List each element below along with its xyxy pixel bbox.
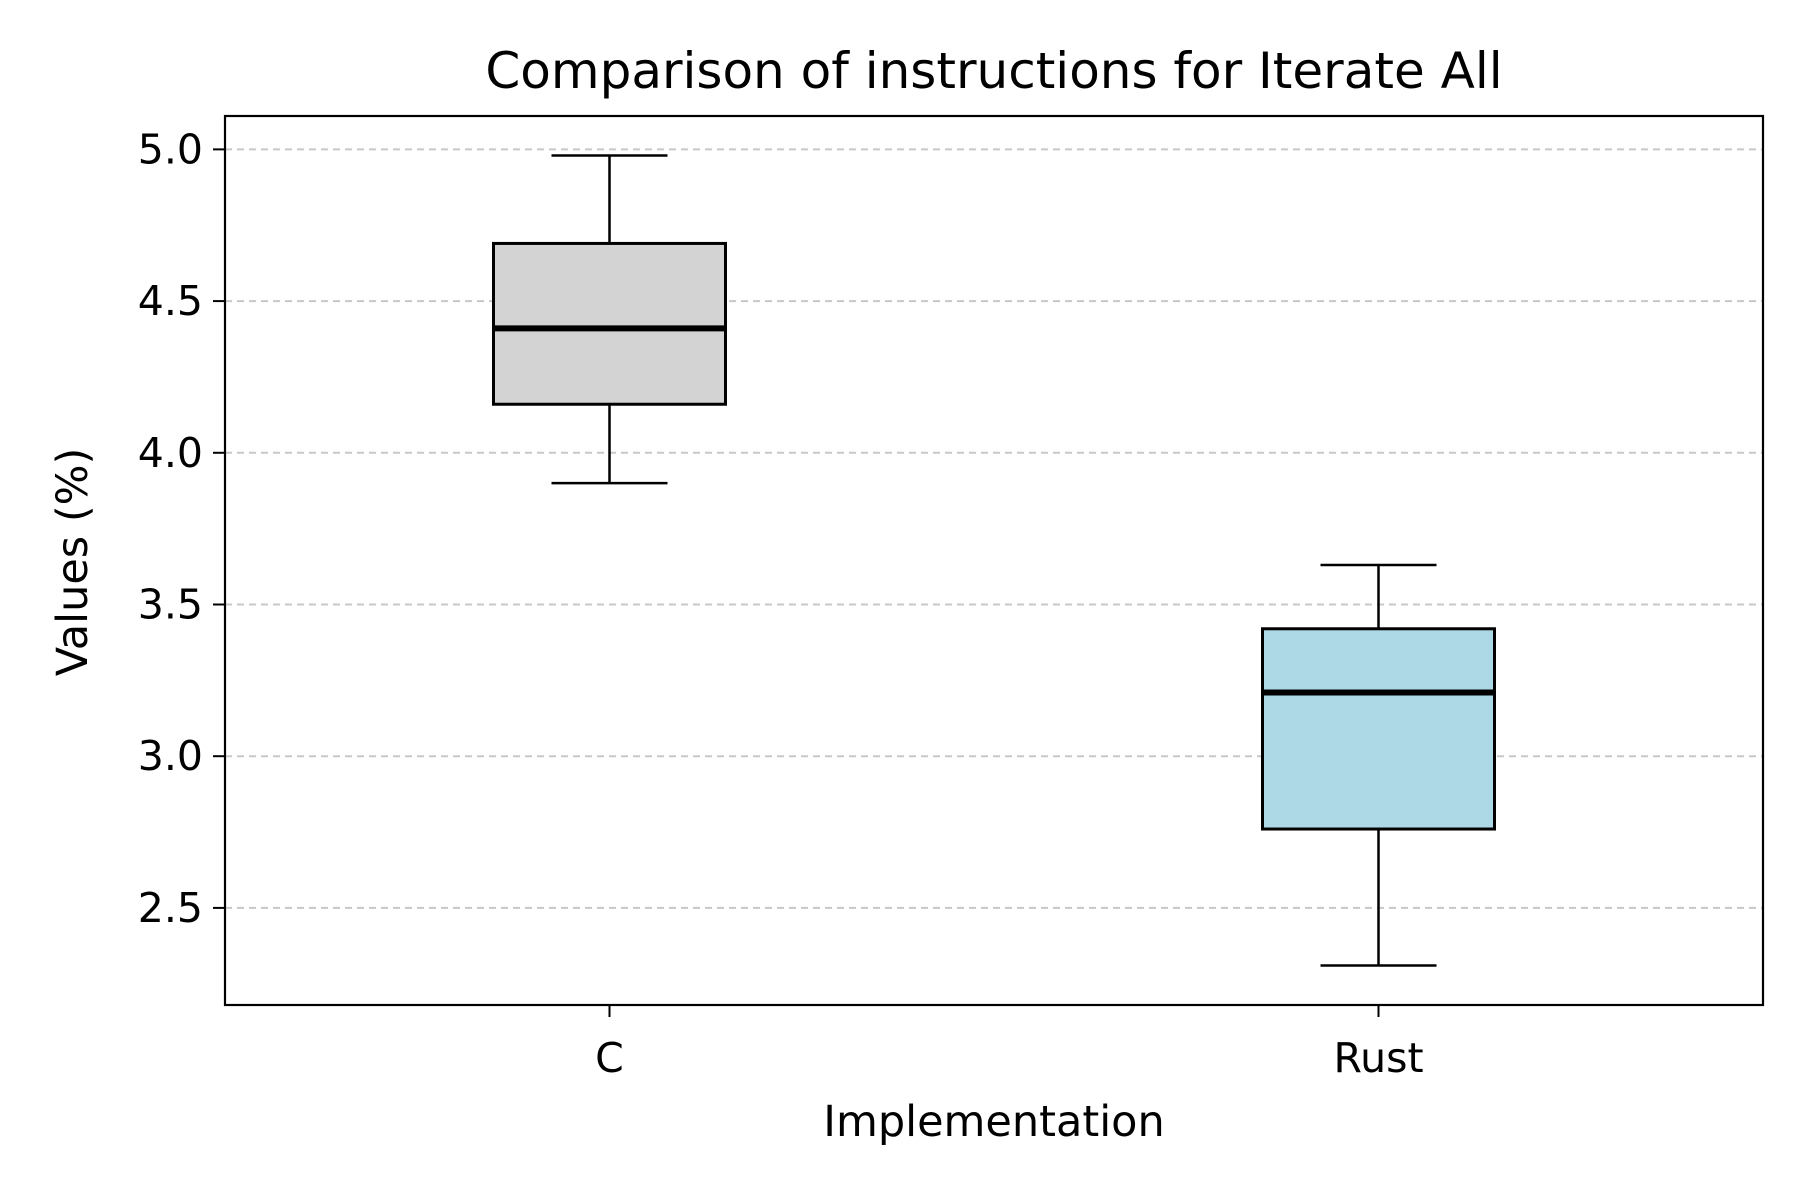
y-tick-label: 2.5 — [138, 884, 203, 932]
y-tick-label: 4.5 — [138, 277, 203, 325]
x-tick-label: Rust — [1333, 1034, 1423, 1082]
y-tick-label: 3.5 — [138, 580, 203, 628]
box-plot-rust — [1261, 563, 1496, 967]
y-tick-label: 5.0 — [138, 125, 203, 173]
grid-lines — [225, 148, 1763, 909]
chart-title: Comparison of instructions for Iterate A… — [485, 42, 1502, 100]
y-tick-label: 4.0 — [138, 429, 203, 477]
iqr-box — [492, 241, 727, 406]
x-axis-label: Implementation — [823, 1097, 1164, 1147]
y-axis-label: Values (%) — [48, 448, 98, 677]
box-plots — [492, 154, 1496, 967]
box-plot-c — [492, 154, 727, 485]
axis-ticks: 2.5 3.0 3.5 4.0 4.5 5.0 C Rust — [138, 125, 1424, 1082]
iqr-box — [1261, 627, 1496, 831]
y-tick-label: 3.0 — [138, 732, 203, 780]
x-tick-label: C — [595, 1034, 624, 1082]
plot-frame — [223, 114, 1765, 1007]
